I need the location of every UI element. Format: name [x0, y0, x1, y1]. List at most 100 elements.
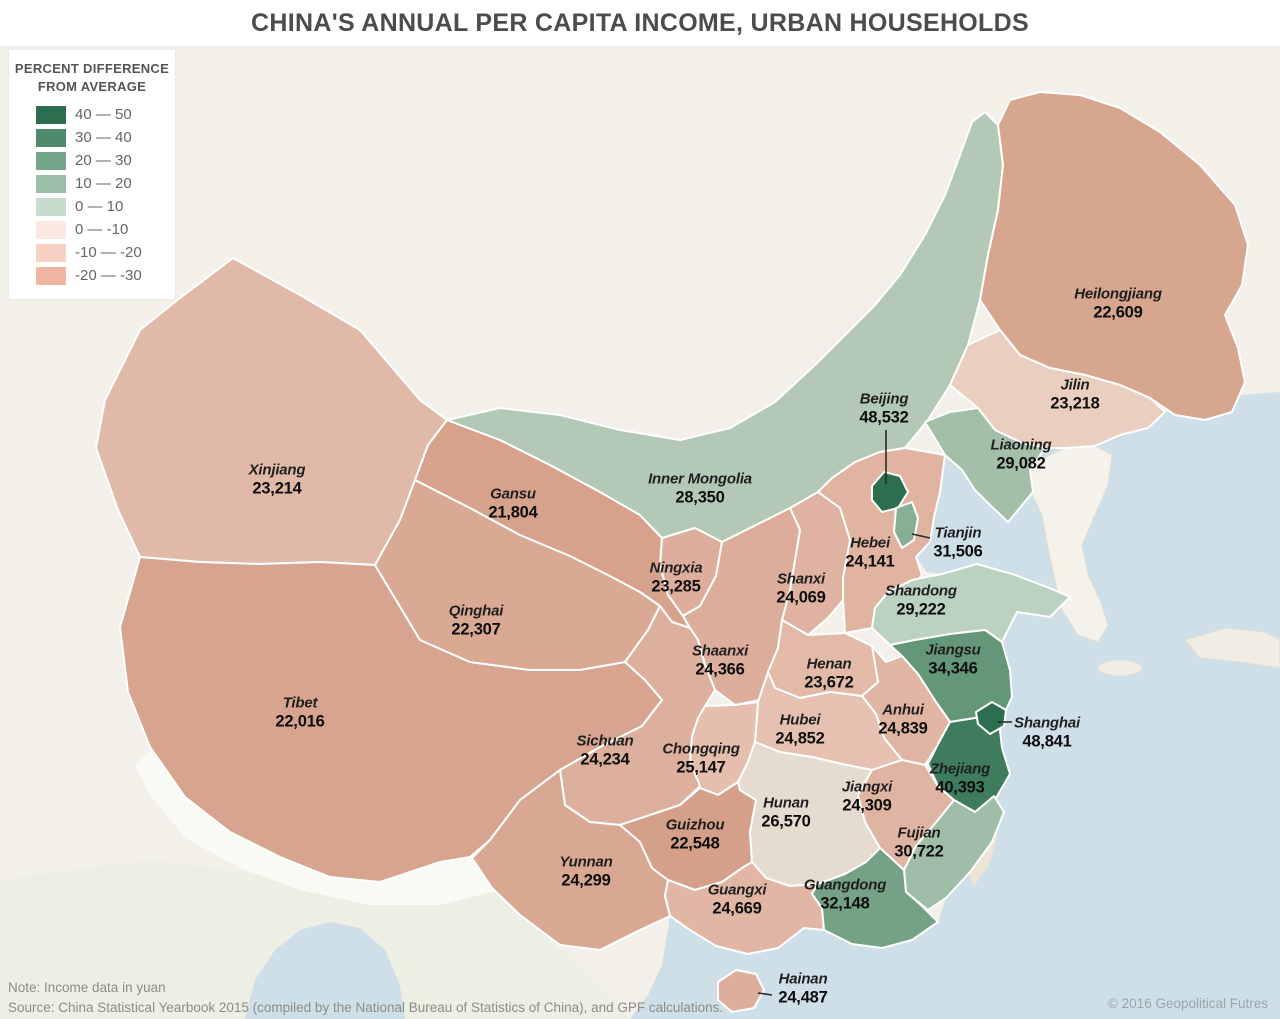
province-name: Anhui: [882, 701, 924, 719]
legend-label: 20 — 30: [75, 152, 132, 170]
province-label-xinjiang: Xinjiang 23,214: [249, 462, 306, 498]
legend-swatch: [36, 174, 66, 193]
legend-item: 40 — 50: [9, 103, 175, 126]
province-value: 32,148: [820, 894, 870, 913]
province-label-hunan: Hunan 26,570: [761, 794, 811, 831]
province-label-anhui: Anhui 24,839: [878, 701, 927, 738]
japan-islands: [1184, 627, 1280, 669]
province-tianjin: [893, 501, 919, 549]
legend-title: PERCENT DIFFERENCE FROM AVERAGE: [14, 61, 170, 94]
province-name: Shanghai: [1014, 714, 1080, 732]
province-label-tianjin: Tianjin 31,506: [933, 524, 983, 561]
province-shanghai: [975, 701, 1007, 735]
province-value: 34,346: [928, 659, 978, 678]
leader-line-tianjin: [911, 533, 931, 539]
province-yunnan: [471, 769, 671, 951]
province-name: Guangdong: [803, 876, 887, 894]
province-value: 23,214: [252, 479, 302, 498]
legend-swatch: [36, 151, 66, 170]
province-label-jilin: Jilin 23,218: [1050, 377, 1099, 413]
legend-swatch: [36, 220, 66, 239]
legend-label: -10 — -20: [75, 244, 142, 262]
legend-item: 20 — 30: [9, 149, 175, 172]
province-label-sichuan: Sichuan 24,234: [576, 732, 634, 769]
korea-peninsula: [1021, 445, 1113, 643]
province-value: 24,141: [845, 552, 895, 571]
legend-label: 30 — 40: [75, 129, 132, 147]
province-name: Sichuan: [576, 732, 634, 750]
legend-swatch: [36, 105, 66, 124]
province-name: Zhejiang: [929, 760, 991, 778]
province-name: Chongqing: [662, 740, 740, 758]
province-value: 48,532: [859, 408, 909, 427]
copyright: © 2016 Geopolitical Futres: [1107, 996, 1268, 1011]
legend-item: 30 — 40: [9, 126, 175, 149]
province-value: 23,672: [804, 673, 854, 692]
province-sichuan: [559, 605, 716, 826]
legend-item: 0 — -10: [9, 218, 175, 241]
province-label-hebei: Hebei 24,141: [845, 535, 895, 571]
legend-label: 0 — 10: [75, 198, 124, 216]
legend-item: 0 — 10: [9, 195, 175, 218]
province-name: Tianjin: [934, 524, 982, 542]
province-value: 24,366: [695, 660, 745, 679]
province-value: 22,548: [670, 834, 720, 853]
province-value: 25,147: [676, 758, 726, 777]
province-label-shaanxi: Shaanxi 24,366: [691, 642, 749, 679]
province-name: Shanxi: [777, 570, 825, 588]
province-name: Guizhou: [665, 816, 725, 834]
province-name: Gansu: [490, 485, 536, 503]
province-label-henan: Henan 23,672: [804, 655, 854, 692]
province-value: 24,234: [580, 750, 630, 769]
province-label-heilongjiang: Heilongjiang 22,609: [1074, 285, 1162, 322]
jeju-island: [1097, 659, 1143, 677]
province-shapes: [95, 91, 1249, 1013]
province-value: 26,570: [761, 812, 811, 831]
province-guangdong: [811, 847, 939, 949]
source-line: Source: China Statistical Yearbook 2015 …: [8, 1000, 724, 1016]
province-value: 24,852: [775, 729, 825, 748]
province-name: Beijing: [859, 390, 909, 408]
province-label-shandong: Shandong 29,222: [885, 583, 957, 619]
legend-label: 0 — -10: [75, 221, 129, 239]
province-value: 31,506: [933, 542, 983, 561]
legend-swatch: [36, 243, 66, 262]
sea-region: [630, 392, 1280, 1019]
province-label-chongqing: Chongqing 25,147: [662, 740, 740, 777]
province-label-liaoning: Liaoning 29,082: [991, 437, 1052, 473]
leader-lines: [757, 430, 1012, 996]
province-label-beijing: Beijing 48,532: [859, 390, 909, 427]
province-name: Shaanxi: [691, 642, 749, 660]
legend-label: 10 — 20: [75, 175, 132, 193]
himalaya-ridge: [135, 750, 500, 905]
province-label-inner-mongolia: Inner Mongolia 28,350: [648, 470, 752, 507]
province-value: 28,350: [675, 488, 725, 507]
province-name: Guangxi: [707, 881, 767, 899]
province-name: Ningxia: [649, 559, 703, 577]
province-name: Hubei: [779, 711, 821, 729]
province-value: 40,393: [935, 778, 985, 797]
province-value: 24,309: [842, 796, 892, 815]
province-value: 22,307: [451, 620, 501, 639]
province-name: Hainan: [778, 970, 828, 988]
province-name: Jiangxi: [841, 778, 893, 796]
province-label-ningxia: Ningxia 23,285: [649, 559, 703, 596]
province-name: Heilongjiang: [1074, 285, 1162, 303]
province-label-fujian: Fujian 30,722: [894, 824, 943, 861]
title-bar: CHINA'S ANNUAL PER CAPITA INCOME, URBAN …: [0, 0, 1280, 46]
legend-panel: PERCENT DIFFERENCE FROM AVERAGE 40 — 50 3…: [8, 49, 176, 301]
province-heilongjiang: [979, 91, 1249, 421]
province-name: Hunan: [763, 794, 809, 812]
province-label-zhejiang: Zhejiang 40,393: [929, 760, 991, 797]
note-line: Note: Income data in yuan: [8, 980, 166, 995]
province-label-shanghai: Shanghai 48,841: [1014, 714, 1080, 751]
province-name: Fujian: [897, 824, 941, 842]
province-liaoning: [924, 407, 1046, 523]
province-label-guizhou: Guizhou 22,548: [665, 816, 725, 853]
province-name: Inner Mongolia: [648, 470, 752, 488]
legend-swatch: [36, 197, 66, 216]
province-name: Henan: [806, 655, 852, 673]
province-label-shanxi: Shanxi 24,069: [776, 570, 826, 607]
legend-label: 40 — 50: [75, 106, 132, 124]
province-value: 24,069: [776, 588, 826, 607]
